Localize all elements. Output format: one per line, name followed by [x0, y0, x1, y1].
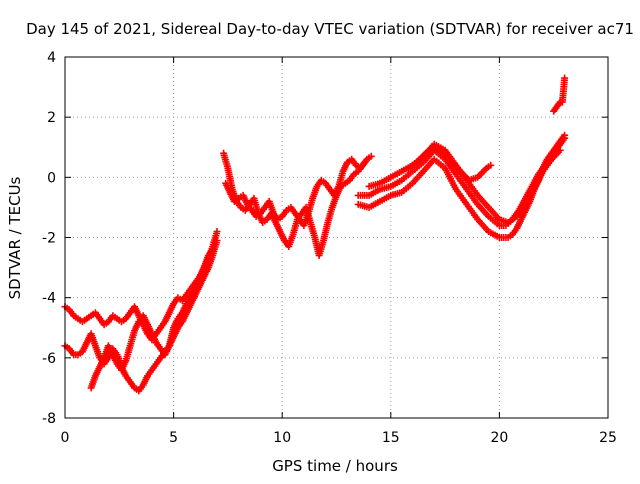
y-tick-label: -8 [42, 411, 56, 427]
series-trace-d [220, 149, 375, 259]
series-trace-c [87, 246, 217, 392]
y-tick-label: -4 [42, 291, 56, 307]
series-trace-e [222, 155, 369, 229]
grid [65, 57, 608, 418]
data-point [555, 100, 563, 108]
y-tick-label: 0 [47, 170, 56, 186]
chart-title: Day 145 of 2021, Sidereal Day-to-day VTE… [26, 20, 634, 38]
y-tick-label: 4 [47, 50, 56, 66]
data-point [487, 161, 495, 169]
y-axis-label: SDTVAR / TECUs [6, 176, 24, 299]
series-trace-j [550, 74, 569, 115]
data-point [209, 246, 217, 253]
x-tick-label: 25 [599, 430, 617, 446]
y-tick-label: -6 [42, 351, 56, 367]
data-point [556, 146, 564, 154]
x-tick-label: 5 [169, 430, 178, 446]
y-tick-label: 2 [47, 110, 56, 126]
series-trace-i [404, 143, 495, 184]
data-point [367, 152, 375, 160]
data-point [361, 158, 369, 166]
data-point [561, 74, 569, 82]
x-tick-label: 15 [382, 430, 400, 446]
x-tick-label: 10 [273, 430, 291, 446]
data-point [561, 134, 569, 142]
y-tick-label: -2 [42, 231, 56, 247]
x-tick-label: 0 [61, 430, 70, 446]
axis-ticks: 0 5 10 15 20 25 -8 -6 -4 -2 0 2 4 [42, 50, 617, 446]
data-point [213, 228, 221, 235]
data-point [213, 237, 221, 244]
x-axis-label: GPS time / hours [272, 457, 398, 475]
x-tick-label: 20 [490, 430, 508, 446]
plot-frame [64, 56, 609, 419]
data-points [61, 74, 569, 395]
